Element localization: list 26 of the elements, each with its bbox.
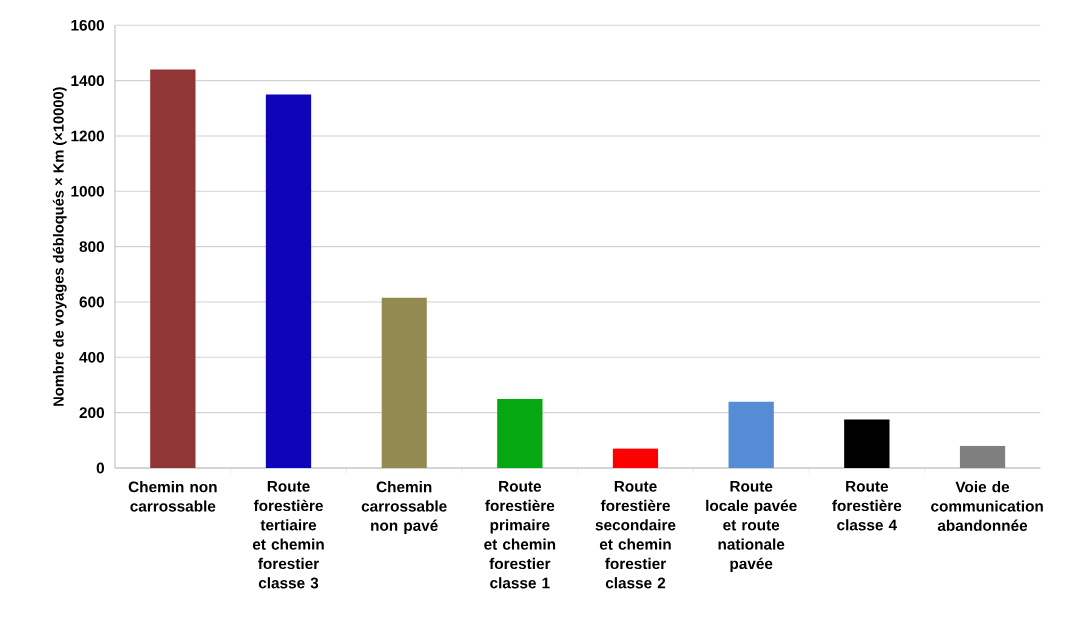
bar: [612, 448, 659, 468]
x-tick-label: Voie de communication abandonnée: [931, 481, 1043, 531]
bar: [844, 419, 890, 468]
y-tick-label: 600: [79, 296, 104, 308]
bar: [728, 401, 774, 468]
bar: [381, 297, 427, 468]
y-tick-label: 1000: [71, 185, 104, 197]
x-tick-label: Route locale pavée et route nationale pavée: [706, 481, 797, 573]
x-tick-label: Route forestière classe 4: [832, 481, 902, 531]
x-tick-label: Route forestière secondaire et chemin forestier classe 2: [595, 481, 676, 589]
bar: [150, 69, 196, 468]
x-tick-label: Chemin non carrossable: [128, 481, 217, 512]
y-tick-label: 400: [79, 351, 104, 363]
x-tick-label: Route forestière tertiaire et chemin forestier classe 3: [252, 481, 324, 589]
y-tick-label: 0: [96, 462, 104, 474]
bar: [497, 398, 543, 468]
y-tick-label: 1400: [71, 75, 104, 87]
y-tick-label: 200: [79, 407, 104, 419]
x-tick-label: Route forestière primaire et chemin forestier classe 1: [484, 481, 556, 589]
y-tick-label: 1600: [71, 19, 104, 31]
x-tick-label: Chemin carrossable non pavé: [361, 481, 447, 535]
bar: [265, 94, 312, 468]
y-tick-label: 800: [79, 241, 104, 253]
y-axis-title: Nombre de voyages débloqués × Km (×10000): [52, 87, 67, 406]
bar: [959, 445, 1006, 468]
y-tick-label: 1200: [71, 130, 104, 142]
